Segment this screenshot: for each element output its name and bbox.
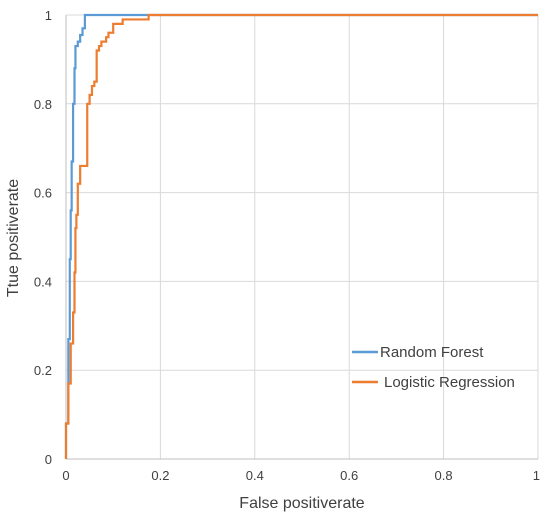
y-tick-label: 0.6: [34, 186, 52, 201]
x-tick-label: 0.2: [151, 468, 169, 483]
y-tick-label: 0.4: [34, 274, 52, 289]
x-tick-label: 0.8: [435, 468, 453, 483]
tick-layer: 0 0.2 0.4 0.6 0.8 1 0 0.2 0.4 0.6 0.8 1: [34, 8, 540, 483]
x-tick-label: 1: [533, 468, 540, 483]
y-tick-label: 1: [45, 8, 52, 23]
legend-label-logistic-regression: Logistic Regression: [384, 374, 515, 391]
y-axis-title: Ttue positiverate: [5, 179, 22, 297]
grid-layer: [66, 14, 539, 459]
axis-layer: [65, 15, 538, 460]
x-tick-label: 0.6: [340, 468, 358, 483]
legend-label-random-forest: Random Forest: [380, 344, 484, 361]
y-tick-label: 0: [45, 452, 52, 467]
x-tick-label: 0.4: [246, 468, 264, 483]
series-line-logistic-regression: [64, 13, 538, 459]
x-tick-label: 0: [62, 468, 69, 483]
legend: Random Forest Logistic Regression: [352, 344, 515, 391]
series-layer: [64, 13, 538, 459]
y-tick-label: 0.2: [34, 363, 52, 378]
x-axis-title: False positiverate: [239, 495, 364, 512]
series-line-random-forest: [64, 13, 538, 459]
y-tick-label: 0.8: [34, 97, 52, 112]
